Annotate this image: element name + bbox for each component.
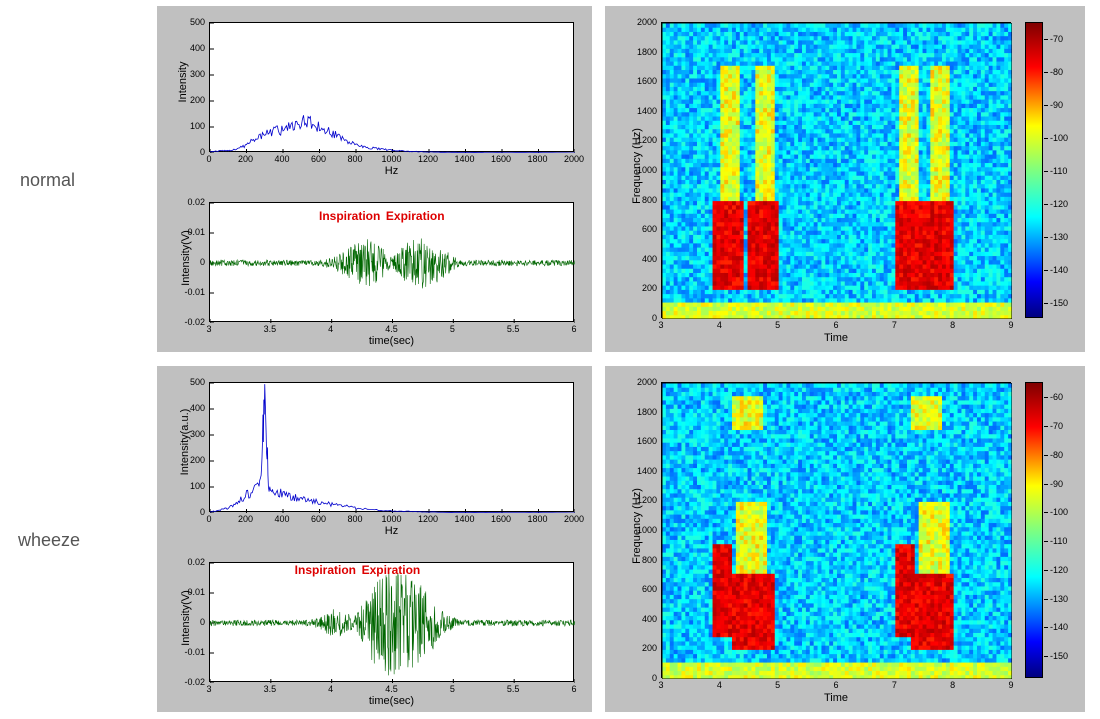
ylabel-wheeze-spectrum: Intensity(a.u.)	[179, 402, 191, 482]
xlabel-normal-spectrogram: Time	[661, 332, 1011, 344]
xlabel-wheeze-spectrum: Hz	[209, 525, 574, 537]
colorbar-wheeze: -150-140-130-120-110-100-90-80-70-60	[1025, 382, 1043, 678]
xlabel-wheeze-spectrogram: Time	[661, 692, 1011, 704]
annotation-expiration: Expiration	[386, 209, 445, 223]
chart-wheeze-spectrum	[209, 382, 574, 512]
annotation-expiration: Expiration	[362, 563, 421, 577]
svg-normal-spectrogram	[662, 23, 1012, 319]
annotation-inspiration: Inspiration	[295, 563, 356, 577]
annotation-inspiration: Inspiration	[319, 209, 380, 223]
row-label-normal: normal	[20, 170, 75, 191]
chart-wheeze-spectrogram	[661, 382, 1011, 678]
xlabel-wheeze-timeseries: time(sec)	[209, 695, 574, 707]
svg-wheeze-spectrum	[210, 383, 575, 513]
svg-wheeze-timeseries	[210, 563, 575, 683]
xlabel-normal-spectrum: Hz	[209, 165, 574, 177]
chart-wheeze-timeseries	[209, 562, 574, 682]
panel-wheeze-left: Intensity(a.u.) Hz Intensity(V) time(sec…	[157, 366, 592, 712]
row-label-wheeze: wheeze	[18, 530, 80, 551]
colorbar-normal: -150-140-130-120-110-100-90-80-70	[1025, 22, 1043, 318]
chart-normal-spectrum	[209, 22, 574, 152]
xlabel-normal-timeseries: time(sec)	[209, 335, 574, 347]
panel-normal-right: Frequency (Hz) Time -150-140-130-120-110…	[605, 6, 1085, 352]
panel-normal-left: Intensity Hz Intensity(V) time(sec) 0200…	[157, 6, 592, 352]
svg-wheeze-spectrogram	[662, 383, 1012, 679]
svg-normal-spectrum	[210, 23, 575, 153]
panel-wheeze-right: Frequency (Hz) Time -150-140-130-120-110…	[605, 366, 1085, 712]
chart-normal-spectrogram	[661, 22, 1011, 318]
